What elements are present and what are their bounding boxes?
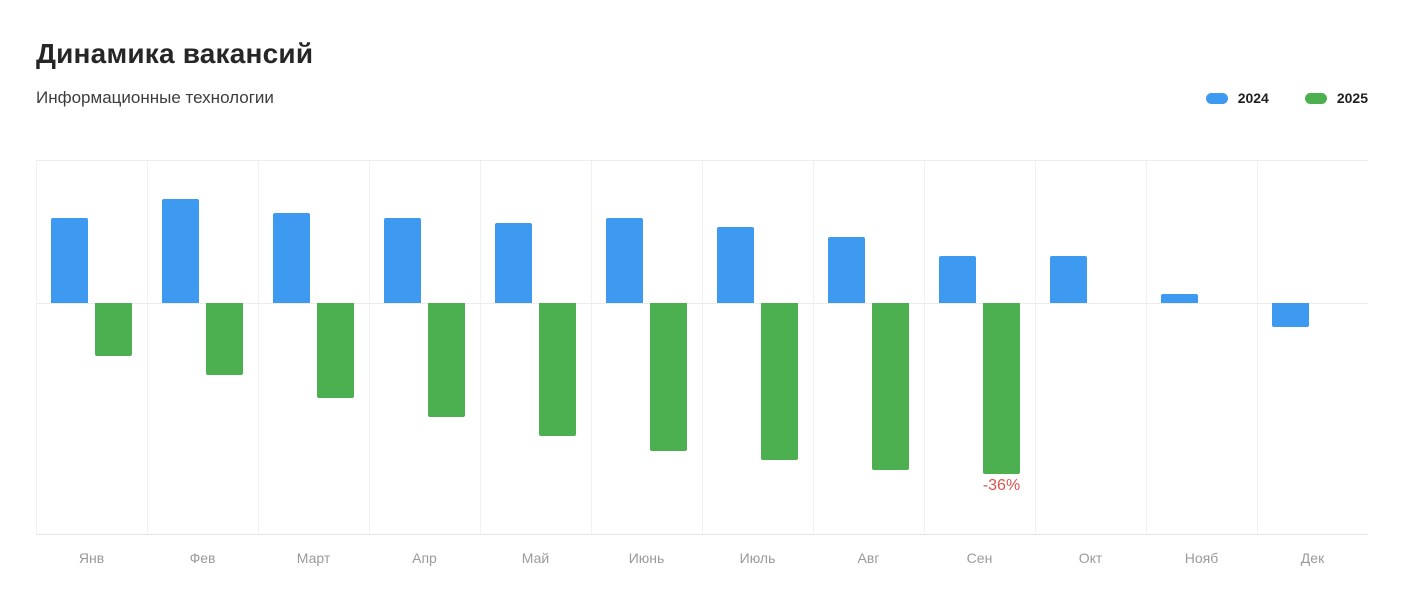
month-column-1: [36, 161, 147, 534]
month-column-5: [480, 161, 591, 534]
bar-2025-month-7[interactable]: [761, 303, 798, 461]
x-axis-label-10: Окт: [1078, 550, 1103, 566]
x-axis-label-9: Сен: [966, 550, 993, 566]
bar-2024-month-6[interactable]: [606, 217, 643, 304]
bar-2025-month-6[interactable]: [650, 303, 687, 451]
bar-2024-month-1[interactable]: [51, 217, 88, 304]
month-column-7: [702, 161, 813, 534]
bar-2024-month-7[interactable]: [717, 227, 754, 304]
bar-2025-month-3[interactable]: [317, 303, 354, 399]
x-axis-label-8: Авг: [857, 550, 880, 566]
bar-2025-month-4[interactable]: [428, 303, 465, 418]
month-column-11: [1146, 161, 1257, 534]
legend-item-2025[interactable]: 2025: [1304, 90, 1368, 106]
x-axis-label-2: Фев: [189, 550, 216, 566]
bar-2024-month-9[interactable]: [939, 255, 976, 304]
bar-2024-month-4[interactable]: [384, 217, 421, 304]
legend-label-2025: 2025: [1336, 90, 1368, 106]
x-axis-label-5: Май: [521, 550, 550, 566]
bar-2024-month-2[interactable]: [162, 198, 199, 304]
month-column-4: [369, 161, 480, 534]
subtitle-row: Информационные технологии 2024 2025: [36, 87, 1368, 109]
bar-2025-month-2[interactable]: [206, 303, 243, 375]
x-axis-label-7: Июль: [739, 550, 776, 566]
legend-swatch-2024-icon: [1205, 92, 1228, 104]
bar-2025-month-1[interactable]: [95, 303, 132, 356]
x-axis-labels: Янв Фев Март Апр Май Июнь Июль Авг Сен Окт Нояб Дек: [36, 550, 1368, 566]
month-column-8: [813, 161, 924, 534]
x-axis-label-4: Апр: [412, 550, 437, 566]
legend-item-2024[interactable]: 2024: [1205, 90, 1269, 106]
x-axis-label-11: Нояб: [1184, 550, 1219, 566]
page-title: Динамика вакансий: [36, 38, 314, 69]
x-axis-label-12: Дек: [1300, 550, 1325, 566]
bar-2024-month-5[interactable]: [495, 222, 532, 304]
month-column-10: [1035, 161, 1146, 534]
month-column-9: [924, 161, 1035, 534]
x-axis-label-1: Янв: [78, 550, 105, 566]
x-axis-label-3: Март: [296, 550, 331, 566]
bar-2025-month-5[interactable]: [539, 303, 576, 437]
legend-label-2024: 2024: [1237, 90, 1269, 106]
change-label-2025-Сен: -36%: [982, 477, 1021, 495]
month-column-6: [591, 161, 702, 534]
legend: 2024 2025: [1205, 90, 1368, 106]
plot-area: -36%: [36, 160, 1368, 535]
legend-swatch-2025-icon: [1304, 92, 1327, 104]
bar-2025-month-9[interactable]: [983, 303, 1020, 475]
bar-2024-month-10[interactable]: [1050, 255, 1087, 304]
bar-2024-month-8[interactable]: [828, 236, 865, 304]
month-column-2: [147, 161, 258, 534]
month-column-12: [1257, 161, 1368, 534]
page-subtitle: Информационные технологии: [36, 88, 274, 107]
bar-2024-month-3[interactable]: [273, 213, 310, 304]
bar-2024-month-11[interactable]: [1161, 293, 1198, 304]
bar-2025-month-8[interactable]: [872, 303, 909, 470]
bar-2024-month-12[interactable]: [1272, 303, 1309, 328]
month-column-3: [258, 161, 369, 534]
x-axis-label-6: Июнь: [628, 550, 665, 566]
